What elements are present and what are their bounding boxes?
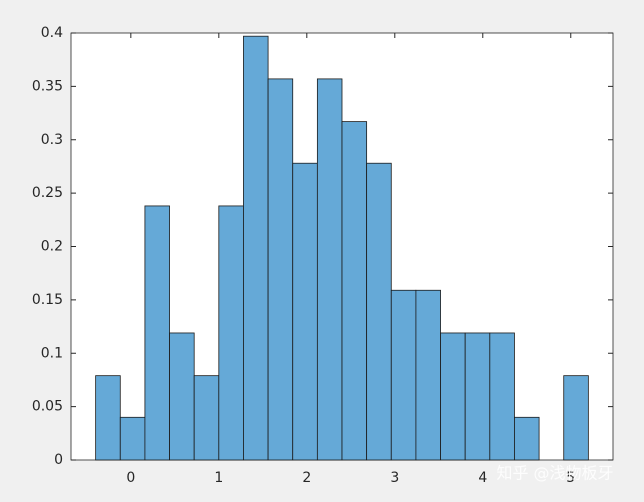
x-tick-label: 0 [126, 470, 135, 486]
y-tick-label: 0.4 [41, 25, 63, 41]
bar [415, 289, 441, 461]
bar [366, 162, 392, 461]
x-tick-label: 2 [302, 470, 311, 486]
watermark: 知乎 @浅物板牙 [496, 464, 613, 483]
bar [514, 416, 540, 461]
bar [218, 205, 244, 461]
bar [489, 332, 515, 461]
y-tick-label: 0.1 [41, 345, 63, 361]
y-tick-label: 0.35 [32, 78, 63, 94]
bar [341, 121, 368, 461]
y-tick-label: 0.25 [32, 185, 63, 201]
bar [464, 332, 491, 461]
y-tick-label: 0.15 [32, 292, 63, 308]
bar [243, 35, 269, 461]
y-tick-label: 0.05 [32, 399, 63, 415]
y-tick-label: 0.3 [41, 132, 63, 148]
bar [144, 205, 170, 461]
bar [169, 332, 195, 461]
bar [267, 78, 294, 461]
bar [390, 289, 417, 461]
x-tick-label: 3 [390, 470, 399, 486]
bar [316, 78, 343, 461]
bar [563, 375, 589, 461]
bar [292, 162, 318, 461]
bar [119, 416, 146, 461]
bar [95, 375, 121, 461]
x-tick-label: 4 [478, 470, 487, 486]
y-tick-label: 0 [54, 452, 63, 468]
bar [193, 375, 220, 461]
y-tick-label: 0.2 [41, 239, 63, 255]
bar [440, 332, 466, 461]
x-tick-label: 1 [214, 470, 223, 486]
x-tick-label: 5 [566, 470, 575, 486]
